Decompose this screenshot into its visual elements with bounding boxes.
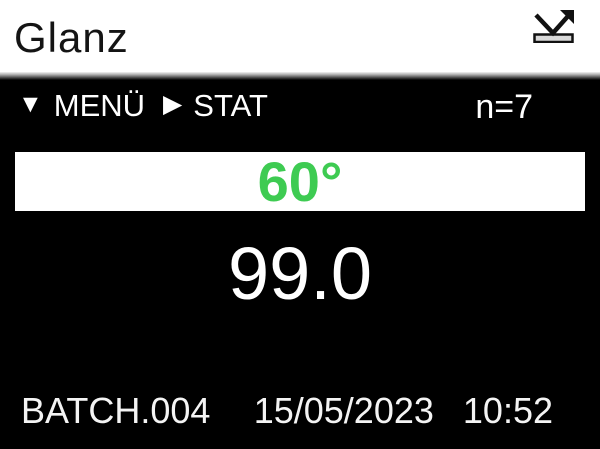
stat-right-icon: ▶ <box>163 90 183 118</box>
sample-count: n=7 <box>475 88 533 126</box>
menu-button[interactable]: ▼ MENÜ <box>18 88 145 124</box>
menu-button-label: MENÜ <box>53 88 146 123</box>
stat-button-label: STAT <box>193 88 268 123</box>
time-label: 10:52 <box>462 390 553 431</box>
header: Glanz <box>0 0 600 72</box>
measurement-angle: 60° <box>257 150 343 213</box>
angle-selector-bar[interactable]: 60° <box>15 150 585 213</box>
measurement-value: 99.0 <box>227 232 373 315</box>
gloss-reflection-icon <box>533 10 574 43</box>
batch-label: BATCH.004 <box>21 390 211 431</box>
header-shadow-divider <box>0 72 600 80</box>
menu-bar: ▼ MENÜ ▶ STAT <box>18 88 268 124</box>
date-label: 15/05/2023 <box>253 390 434 431</box>
page-title: Glanz <box>14 14 129 61</box>
menu-down-icon: ▼ <box>18 90 43 118</box>
datetime: 15/05/2023 10:52 <box>254 391 553 431</box>
stat-button[interactable]: ▶ STAT <box>163 88 268 124</box>
